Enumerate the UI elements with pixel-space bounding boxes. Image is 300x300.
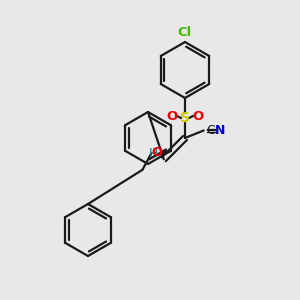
Text: O: O bbox=[151, 146, 162, 160]
Text: Cl: Cl bbox=[178, 26, 192, 39]
Text: O: O bbox=[192, 110, 204, 122]
Text: C: C bbox=[207, 124, 215, 137]
Text: O: O bbox=[167, 110, 178, 122]
Text: H: H bbox=[149, 147, 158, 160]
Text: S: S bbox=[180, 111, 190, 125]
Text: N: N bbox=[215, 124, 225, 137]
